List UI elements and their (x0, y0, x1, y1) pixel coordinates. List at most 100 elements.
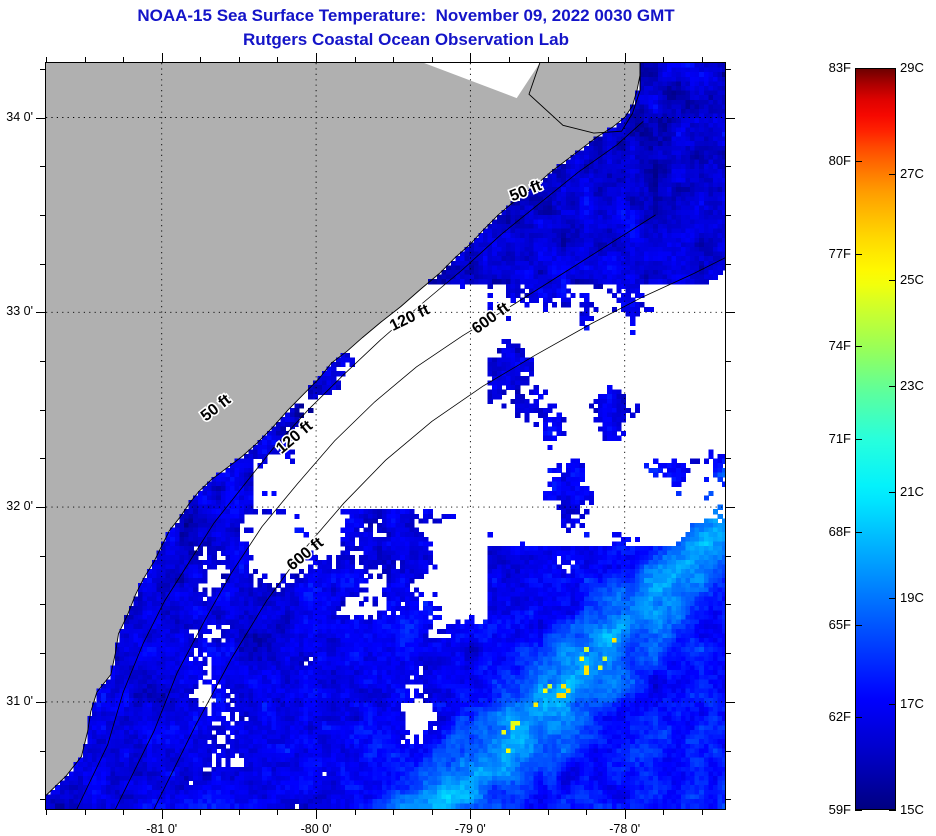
sst-pixel (630, 210, 636, 216)
sst-pixel (579, 523, 585, 529)
sst-pixel (147, 582, 153, 588)
sst-pixel (239, 624, 245, 630)
sst-pixel (602, 159, 608, 165)
sst-pixel (220, 559, 226, 565)
sst-pixel (703, 224, 709, 230)
sst-pixel (230, 615, 236, 621)
sst-pixel (363, 587, 369, 593)
sst-pixel (575, 504, 581, 510)
sst-pixel (147, 573, 153, 579)
sst-pixel (538, 219, 544, 225)
sst-pixel (409, 546, 415, 552)
sst-pixel (579, 546, 585, 552)
sst-pixel (524, 205, 530, 211)
sst-pixel (621, 219, 627, 225)
sst-pixel (280, 633, 286, 639)
sst-pixel (529, 256, 535, 262)
sst-pixel (575, 224, 581, 230)
sst-pixel (234, 587, 240, 593)
sst-pixel (230, 573, 236, 579)
sst-pixel (588, 490, 594, 496)
sst-pixel (708, 178, 714, 184)
sst-pixel (276, 449, 282, 455)
sst-pixel (492, 270, 498, 276)
sst-pixel (506, 237, 512, 243)
sst-pixel (676, 256, 682, 262)
sst-pixel (621, 155, 627, 161)
sst-pixel (533, 601, 539, 607)
sst-pixel (676, 605, 682, 611)
sst-pixel (685, 592, 691, 598)
sst-pixel (151, 569, 157, 575)
sst-pixel (685, 205, 691, 211)
sst-pixel (184, 559, 190, 565)
sst-pixel (584, 242, 590, 248)
sst-pixel (303, 624, 309, 630)
sst-pixel (593, 247, 599, 253)
sst-pixel (501, 601, 507, 607)
sst-pixel (690, 196, 696, 202)
sst-pixel (644, 260, 650, 266)
sst-pixel (266, 633, 272, 639)
sst-pixel (547, 596, 553, 602)
sst-pixel (676, 187, 682, 193)
sst-pixel (234, 578, 240, 584)
sst-pixel (276, 596, 282, 602)
sst-pixel (400, 582, 406, 588)
sst-pixel (703, 210, 709, 216)
sst-pixel (639, 582, 645, 588)
sst-pixel (621, 191, 627, 197)
sst-pixel (676, 155, 682, 161)
sst-pixel (207, 559, 213, 565)
sst-pixel (671, 155, 677, 161)
sst-pixel (630, 228, 636, 234)
sst-pixel (584, 495, 590, 501)
sst-pixel (611, 270, 617, 276)
sst-pixel (561, 182, 567, 188)
sst-pixel (487, 371, 493, 377)
sst-pixel (690, 578, 696, 584)
sst-pixel (607, 421, 613, 427)
sst-pixel (630, 224, 636, 230)
sst-pixel (621, 178, 627, 184)
sst-pixel (662, 205, 668, 211)
sst-pixel (234, 509, 240, 515)
sst-pixel (694, 155, 700, 161)
sst-pixel (519, 233, 525, 239)
sst-pixel (377, 550, 383, 556)
sst-pixel (533, 270, 539, 276)
sst-pixel (657, 596, 663, 602)
sst-pixel (492, 224, 498, 230)
sst-pixel (565, 265, 571, 271)
sst-pixel (690, 587, 696, 593)
sst-pixel (644, 136, 650, 142)
sst-pixel (469, 615, 475, 621)
sst-pixel (602, 155, 608, 161)
sst-pixel (391, 587, 397, 593)
sst-pixel (239, 615, 245, 621)
sst-pixel (644, 182, 650, 188)
sst-pixel (634, 260, 640, 266)
sst-pixel (565, 546, 571, 552)
sst-pixel (722, 550, 725, 556)
sst-pixel (515, 279, 521, 285)
sst-pixel (184, 550, 190, 556)
sst-pixel (271, 490, 277, 496)
sst-pixel (225, 573, 231, 579)
sst-pixel (703, 256, 709, 262)
sst-pixel (588, 578, 594, 584)
sst-pixel (501, 578, 507, 584)
sst-pixel (630, 256, 636, 262)
sst-pixel (616, 417, 622, 423)
sst-pixel (561, 578, 567, 584)
sst-pixel (565, 256, 571, 262)
sst-pixel (662, 173, 668, 179)
sst-pixel (529, 582, 535, 588)
sst-pixel (694, 99, 700, 105)
sst-pixel (579, 619, 585, 625)
sst-pixel (179, 624, 185, 630)
sst-pixel (276, 605, 282, 611)
sst-pixel (239, 467, 245, 473)
sst-pixel (722, 164, 725, 170)
sst-pixel (657, 150, 663, 156)
